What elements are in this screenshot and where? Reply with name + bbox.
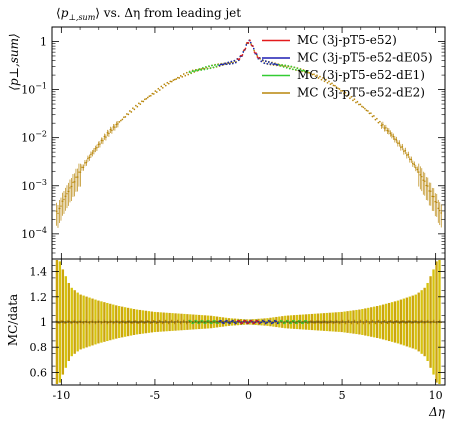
y-tick-label: 10−1 — [21, 82, 47, 97]
x-tick-label: 0 — [245, 389, 252, 402]
x-tick-label: 10 — [429, 389, 443, 402]
y-tick-label: 1 — [40, 35, 47, 48]
series-main-MC (3j-pT5-e52-dE1) — [188, 39, 309, 74]
y-axis-label-bottom: MC/data — [6, 294, 20, 346]
x-tick-label: -10 — [52, 389, 70, 402]
axis-ticks — [52, 26, 445, 385]
x-axis-label: Δη — [428, 405, 446, 419]
legend: MC (3j-pT5-e52) MC (3j-pT5-e52-dE05) MC (3… — [262, 33, 433, 100]
series-ratio-MC (3j-pT5-e52-dE05) — [218, 319, 279, 325]
y-tick-label: 10−2 — [21, 130, 47, 145]
legend-entry: MC (3j-pT5-e52) — [297, 33, 397, 47]
legend-entry: MC (3j-pT5-e52-dE2) — [297, 86, 425, 100]
series-ratio-MC (3j-pT5-e52) — [237, 320, 260, 324]
y-tick-label: 10−4 — [21, 226, 47, 241]
ratio-y-tick-label: 1.2 — [30, 291, 48, 304]
legend-entry: MC (3j-pT5-e52-dE05) — [297, 51, 433, 65]
y-tick-label: 10−3 — [21, 178, 47, 193]
ratio-plot-data — [52, 260, 445, 384]
series-main-MC (3j-pT5-e52) — [237, 39, 260, 61]
main-plot-data — [55, 39, 443, 228]
y-axis-label-top: ⟨p⊥,sum⟩ — [7, 33, 21, 90]
ratio-y-tick-label: 0.8 — [30, 341, 48, 354]
x-tick-label: 5 — [339, 389, 346, 402]
x-tick-label: -5 — [150, 389, 161, 402]
tick-labels: -10 -5 0 5 10 1 10−1 10−2 10−3 10−4 0.6 0.8 1 1.2 1.4 — [21, 35, 442, 402]
ratio-y-tick-label: 0.6 — [30, 366, 48, 379]
legend-entry: MC (3j-pT5-e52-dE1) — [297, 68, 425, 82]
ratio-y-tick-label: 1.4 — [30, 266, 48, 279]
ratio-y-tick-label: 1 — [40, 316, 47, 329]
chart-title: ⟨p⊥,sum⟩ vs. Δη from leading jet — [56, 6, 241, 22]
